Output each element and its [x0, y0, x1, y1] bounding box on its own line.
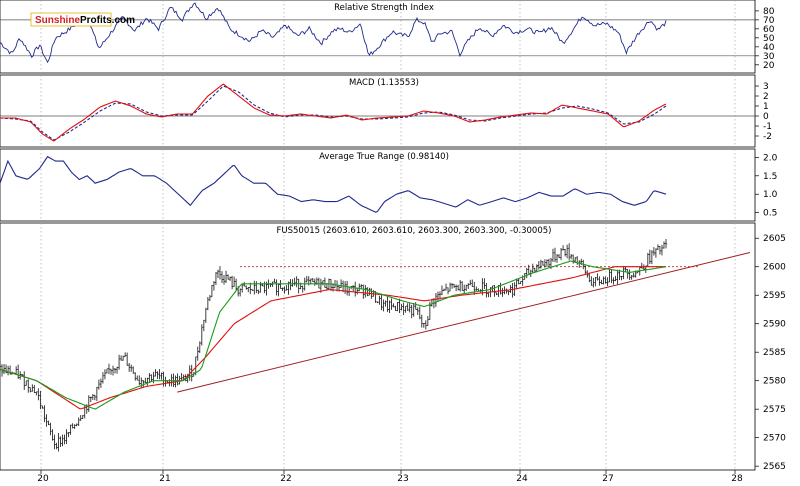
y-tick-label: 30: [763, 52, 775, 62]
x-tick-label: 20: [37, 474, 49, 484]
x-tick-label: 21: [159, 474, 170, 484]
y-tick-label: 2580: [763, 377, 786, 387]
x-tick-label: 22: [280, 474, 291, 484]
y-tick-label: 2.0: [763, 153, 778, 163]
brand-name-part2: Profits.com: [80, 15, 135, 26]
y-tick-label: 1.0: [763, 190, 778, 200]
panel-title: Relative Strength Index: [334, 3, 434, 13]
y-tick-label: 3: [763, 82, 769, 92]
y-tick-label: 1.5: [763, 172, 777, 182]
y-tick-label: 50: [763, 34, 775, 44]
brand-logo: Sunshine Profits.com: [30, 12, 135, 27]
panel-frame: [0, 222, 756, 471]
y-tick-label: 2600: [763, 263, 786, 273]
y-tick-label: 2590: [763, 320, 786, 330]
y-tick-label: -2: [763, 132, 772, 142]
y-tick-label: -1: [763, 122, 772, 132]
x-tick-label: 28: [731, 474, 743, 484]
panel-frame: [0, 74, 756, 148]
y-tick-label: 2575: [763, 405, 786, 415]
series-line-2: [0, 83, 667, 142]
brand-name-part1: Sunshine: [35, 15, 80, 26]
series-line-1: [0, 85, 667, 141]
chart-panel-4: 2565 2570 2575 2580 2585 2590 2595 2600 2605 FUS5…: [0, 222, 786, 484]
series-line-1: [0, 2, 667, 64]
y-tick-label: 70: [763, 16, 775, 26]
y-tick-label: 2570: [763, 434, 786, 444]
y-tick-label: 2605: [763, 234, 786, 244]
panel-title: Average True Range (0.98140): [319, 152, 449, 162]
y-tick-label: 40: [763, 43, 775, 53]
x-tick-label: 24: [516, 474, 528, 484]
y-tick-label: 60: [763, 25, 775, 35]
y-tick-label: 1: [763, 102, 769, 112]
chart-panel-3: 0.5 1.0 1.5 2.0 Average True Range (0.98140): [0, 148, 778, 222]
moving-average-long: [0, 266, 666, 410]
y-tick-label: 2595: [763, 291, 786, 301]
y-tick-label: 2585: [763, 348, 786, 358]
panel-frame: [0, 148, 756, 222]
y-tick-label: 0.5: [763, 209, 777, 219]
panel-frame: [0, 0, 756, 74]
price-bars: [0, 238, 668, 452]
panel-title: MACD (1.13553): [349, 78, 419, 88]
x-tick-label: 23: [397, 474, 408, 484]
y-tick-label: 20: [763, 61, 775, 71]
trendline: [177, 252, 751, 393]
series-line-1: [0, 155, 667, 213]
x-tick-label: 27: [602, 474, 613, 484]
y-tick-label: 0: [763, 112, 769, 122]
y-tick-label: 2: [763, 92, 769, 102]
y-tick-label: 80: [763, 7, 775, 17]
moving-average-short: [0, 260, 667, 410]
y-tick-label: 2565: [763, 462, 786, 472]
panel-title: FUS50015 (2603.610, 2603.610, 2603.300, …: [277, 226, 552, 236]
